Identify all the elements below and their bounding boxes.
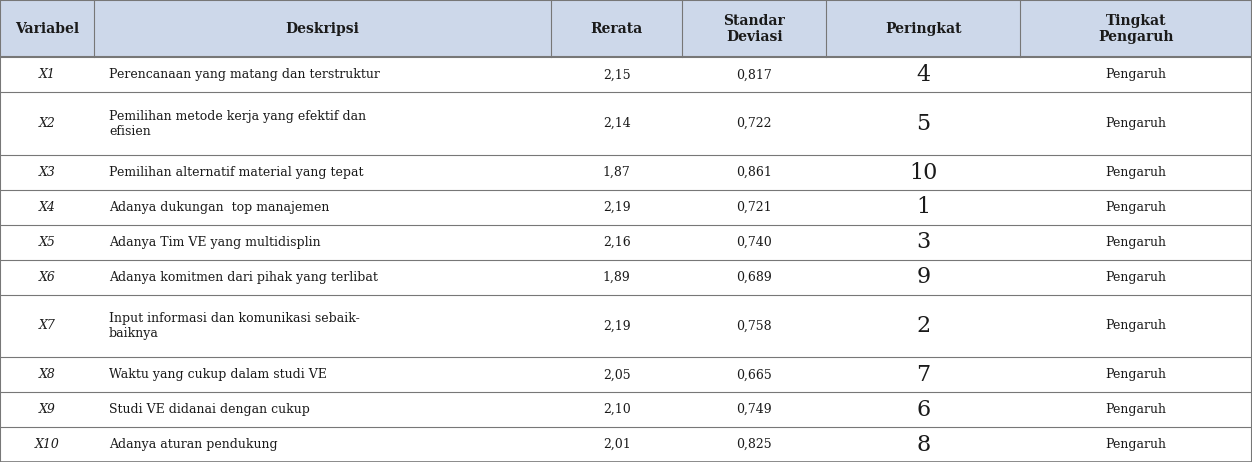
Text: Pengaruh: Pengaruh xyxy=(1106,201,1167,214)
Text: 6: 6 xyxy=(916,399,930,421)
Text: 2,16: 2,16 xyxy=(602,236,631,249)
Text: Standar
Deviasi: Standar Deviasi xyxy=(724,13,785,44)
Text: 5: 5 xyxy=(916,113,930,135)
Text: 0,689: 0,689 xyxy=(736,271,772,284)
Text: 2,14: 2,14 xyxy=(602,117,631,130)
Text: 2,19: 2,19 xyxy=(602,201,631,214)
Text: Pengaruh: Pengaruh xyxy=(1106,117,1167,130)
Text: 0,665: 0,665 xyxy=(736,368,772,381)
Bar xyxy=(0,0,1252,57)
Text: 2,05: 2,05 xyxy=(602,368,631,381)
Text: Deskripsi: Deskripsi xyxy=(285,22,359,36)
Text: Adanya dukungan  top manajemen: Adanya dukungan top manajemen xyxy=(109,201,329,214)
Text: Adanya komitmen dari pihak yang terlibat: Adanya komitmen dari pihak yang terlibat xyxy=(109,271,378,284)
Text: 2,10: 2,10 xyxy=(602,403,631,416)
Text: 7: 7 xyxy=(916,364,930,386)
Bar xyxy=(0,295,1252,358)
Text: X6: X6 xyxy=(39,271,55,284)
Text: Pengaruh: Pengaruh xyxy=(1106,403,1167,416)
Text: 1,87: 1,87 xyxy=(602,166,631,179)
Text: 0,861: 0,861 xyxy=(736,166,772,179)
Text: Pemilihan alternatif material yang tepat: Pemilihan alternatif material yang tepat xyxy=(109,166,363,179)
Text: 0,721: 0,721 xyxy=(736,201,772,214)
Text: Peringkat: Peringkat xyxy=(885,22,962,36)
Text: Pengaruh: Pengaruh xyxy=(1106,271,1167,284)
Text: 2,01: 2,01 xyxy=(602,438,631,451)
Text: 0,749: 0,749 xyxy=(736,403,772,416)
Text: 9: 9 xyxy=(916,266,930,288)
Bar xyxy=(0,57,1252,92)
Text: Pengaruh: Pengaruh xyxy=(1106,320,1167,333)
Text: X5: X5 xyxy=(39,236,55,249)
Text: Waktu yang cukup dalam studi VE: Waktu yang cukup dalam studi VE xyxy=(109,368,327,381)
Bar xyxy=(0,392,1252,427)
Text: X3: X3 xyxy=(39,166,55,179)
Text: Pengaruh: Pengaruh xyxy=(1106,68,1167,81)
Text: Pengaruh: Pengaruh xyxy=(1106,368,1167,381)
Text: Variabel: Variabel xyxy=(15,22,79,36)
Bar xyxy=(0,225,1252,260)
Text: Pengaruh: Pengaruh xyxy=(1106,236,1167,249)
Text: 1,89: 1,89 xyxy=(602,271,631,284)
Text: X8: X8 xyxy=(39,368,55,381)
Text: X7: X7 xyxy=(39,320,55,333)
Text: Rerata: Rerata xyxy=(591,22,642,36)
Text: X9: X9 xyxy=(39,403,55,416)
Text: 8: 8 xyxy=(916,433,930,456)
Text: 2,15: 2,15 xyxy=(602,68,631,81)
Text: Pengaruh: Pengaruh xyxy=(1106,438,1167,451)
Bar xyxy=(0,358,1252,392)
Bar xyxy=(0,190,1252,225)
Text: 0,722: 0,722 xyxy=(736,117,772,130)
Text: 1: 1 xyxy=(916,196,930,219)
Bar xyxy=(0,155,1252,190)
Text: 2: 2 xyxy=(916,315,930,337)
Text: Input informasi dan komunikasi sebaik-
baiknya: Input informasi dan komunikasi sebaik- b… xyxy=(109,312,359,340)
Text: 2,19: 2,19 xyxy=(602,320,631,333)
Bar xyxy=(0,260,1252,295)
Text: 4: 4 xyxy=(916,64,930,86)
Text: Adanya aturan pendukung: Adanya aturan pendukung xyxy=(109,438,278,451)
Bar xyxy=(0,427,1252,462)
Text: 10: 10 xyxy=(909,162,938,183)
Text: X1: X1 xyxy=(39,68,55,81)
Text: X10: X10 xyxy=(35,438,59,451)
Text: Perencanaan yang matang dan terstruktur: Perencanaan yang matang dan terstruktur xyxy=(109,68,379,81)
Text: 0,825: 0,825 xyxy=(736,438,772,451)
Text: Studi VE didanai dengan cukup: Studi VE didanai dengan cukup xyxy=(109,403,309,416)
Text: 0,817: 0,817 xyxy=(736,68,772,81)
Text: Pengaruh: Pengaruh xyxy=(1106,166,1167,179)
Text: X4: X4 xyxy=(39,201,55,214)
Bar xyxy=(0,92,1252,155)
Text: Tingkat
Pengaruh: Tingkat Pengaruh xyxy=(1098,13,1174,44)
Text: Pemilihan metode kerja yang efektif dan
efisien: Pemilihan metode kerja yang efektif dan … xyxy=(109,109,366,138)
Text: Adanya Tim VE yang multidisplin: Adanya Tim VE yang multidisplin xyxy=(109,236,321,249)
Text: 3: 3 xyxy=(916,231,930,253)
Text: 0,740: 0,740 xyxy=(736,236,772,249)
Text: 0,758: 0,758 xyxy=(736,320,772,333)
Text: X2: X2 xyxy=(39,117,55,130)
